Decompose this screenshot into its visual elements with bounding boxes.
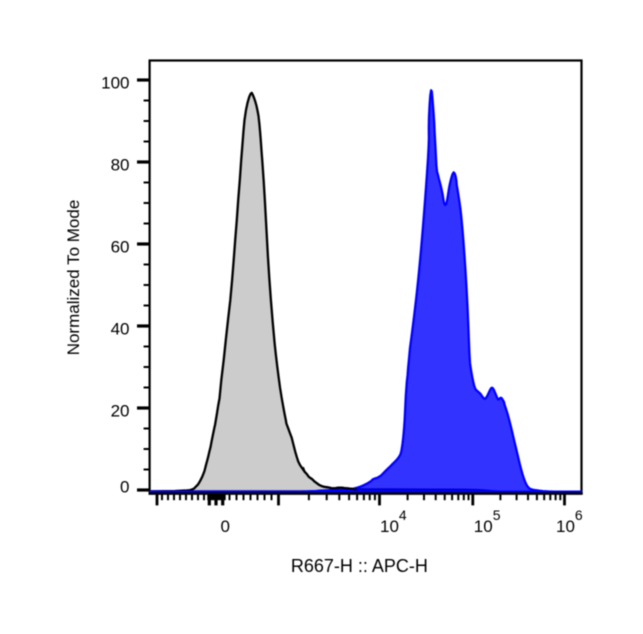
svg-text:20: 20: [111, 402, 130, 421]
svg-text:0: 0: [120, 478, 129, 497]
svg-text:80: 80: [111, 156, 130, 175]
svg-text:Normalized To Mode: Normalized To Mode: [64, 200, 83, 356]
svg-text:0: 0: [220, 517, 229, 536]
svg-text:R667-H :: APC-H: R667-H :: APC-H: [291, 556, 428, 576]
svg-text:60: 60: [111, 238, 130, 257]
svg-text:40: 40: [111, 320, 130, 339]
svg-text:100: 100: [101, 74, 129, 93]
